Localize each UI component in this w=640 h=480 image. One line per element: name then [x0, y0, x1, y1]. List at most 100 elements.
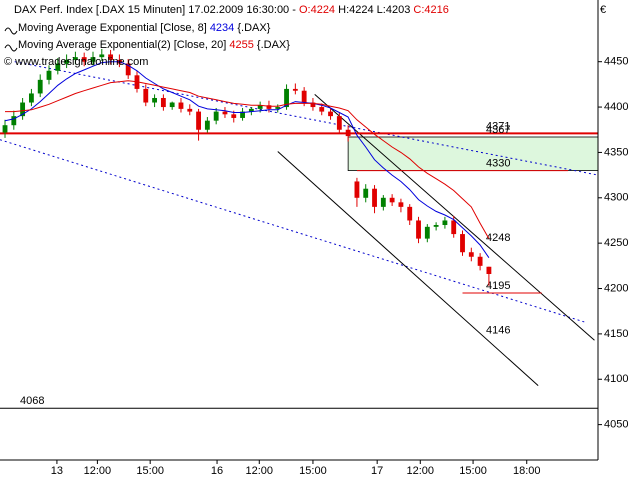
candle-body — [424, 226, 430, 239]
candle-body — [442, 220, 448, 226]
candle-body — [222, 111, 228, 115]
candle-body — [28, 93, 34, 103]
candle-body — [292, 88, 298, 91]
candle-body — [125, 63, 131, 76]
x-tick-label: 15:00 — [136, 465, 164, 477]
candle-body — [345, 129, 351, 137]
candle-body — [90, 57, 96, 62]
legend-value: 4234 — [210, 22, 234, 34]
copyright: © www.tradesignalonline.com — [4, 56, 148, 68]
candle-body — [248, 108, 254, 112]
quote: O:4224 — [299, 4, 335, 16]
quote: L:4203 — [377, 4, 411, 16]
candle-body — [196, 111, 201, 130]
candle-body — [266, 105, 272, 109]
level-label: 4371 — [486, 120, 510, 132]
candle-body — [187, 108, 193, 112]
level-label: 4146 — [486, 324, 510, 336]
quote: H:4224 — [338, 4, 373, 16]
legend-value: 4255 — [229, 39, 253, 51]
zone — [347, 136, 599, 171]
candle-body — [433, 225, 439, 227]
trendline — [314, 93, 595, 341]
currency: € — [600, 4, 606, 16]
x-tick-label: 12:00 — [407, 465, 435, 477]
ema-line — [4, 61, 490, 258]
candle-body — [468, 252, 474, 257]
candle-body — [231, 114, 237, 118]
ema-line — [5, 80, 490, 239]
x-tick-label: 13 — [51, 465, 63, 477]
candle-body — [328, 111, 333, 117]
level-label: 4330 — [486, 157, 510, 169]
candle-body — [152, 97, 158, 103]
candle-body — [81, 57, 87, 62]
candle-body — [275, 107, 281, 109]
candle-body — [477, 256, 483, 266]
y-tick-label: 4150 — [604, 328, 628, 340]
y-tick-label: 4200 — [604, 282, 628, 294]
candle-body — [213, 111, 219, 121]
x-tick-label: 16 — [211, 465, 223, 477]
level-label: 4195 — [486, 280, 510, 292]
candle-body — [99, 54, 105, 58]
legend-label: Moving Average Exponential [Close, 8] — [18, 22, 207, 34]
legend-entry: Moving Average Exponential(2) [Close, 20… — [18, 39, 290, 51]
candle-body — [64, 59, 70, 64]
y-tick-label: 4450 — [604, 56, 628, 68]
y-tick-label: 4050 — [604, 419, 628, 431]
candle-body — [407, 206, 413, 221]
x-tick-label: 15:00 — [299, 465, 327, 477]
level-label: 4068 — [20, 395, 44, 407]
candle-body — [398, 202, 404, 207]
x-tick-label: 15:00 — [459, 465, 487, 477]
candle-body — [160, 97, 166, 108]
level-label: 4248 — [486, 232, 510, 244]
y-tick-label: 4250 — [604, 237, 628, 249]
x-tick-label: 17 — [371, 465, 383, 477]
candle-body — [460, 234, 465, 253]
candle-body — [240, 111, 245, 118]
trendline — [277, 151, 539, 386]
candle-body — [354, 181, 360, 198]
candle-body — [301, 90, 307, 103]
candle-body — [55, 63, 61, 71]
candle-body — [486, 266, 492, 275]
candle-body — [204, 120, 210, 130]
y-tick-label: 4400 — [604, 101, 628, 113]
candle-body — [451, 220, 457, 235]
legend-suffix: {.DAX} — [237, 22, 270, 34]
y-tick-label: 4350 — [604, 146, 628, 158]
candle-body — [336, 116, 342, 130]
candle-body — [11, 116, 17, 126]
trendline — [0, 139, 585, 323]
candle-body — [284, 88, 289, 108]
candle-body — [389, 197, 395, 203]
candle-body — [72, 57, 78, 60]
candle-body — [380, 197, 386, 207]
legend-entry: Moving Average Exponential [Close, 8] 42… — [18, 22, 271, 34]
y-tick-label: 4300 — [604, 192, 628, 204]
candle-body — [319, 107, 325, 112]
quote: C:4216 — [413, 4, 448, 16]
legend-icon — [4, 27, 18, 35]
candle-body — [310, 102, 316, 108]
candle-body — [416, 220, 421, 239]
instrument-title: DAX Perf. Index [.DAX 15 Minuten] 17.02.… — [14, 4, 449, 16]
candle-body — [2, 125, 8, 133]
x-tick-label: 18:00 — [513, 465, 541, 477]
y-tick-label: 4100 — [604, 373, 628, 385]
instrument: DAX Perf. Index [.DAX 15 Minuten] 17.02.… — [14, 4, 296, 16]
candle-body — [143, 88, 149, 103]
candle-body — [46, 70, 52, 80]
x-tick-label: 12:00 — [84, 465, 112, 477]
candle-body — [169, 102, 175, 108]
candle-body — [178, 102, 184, 109]
candle-body — [108, 54, 114, 60]
candle-body — [372, 188, 377, 207]
legend-suffix: {.DAX} — [257, 39, 290, 51]
legend-label: Moving Average Exponential(2) [Close, 20… — [18, 39, 226, 51]
